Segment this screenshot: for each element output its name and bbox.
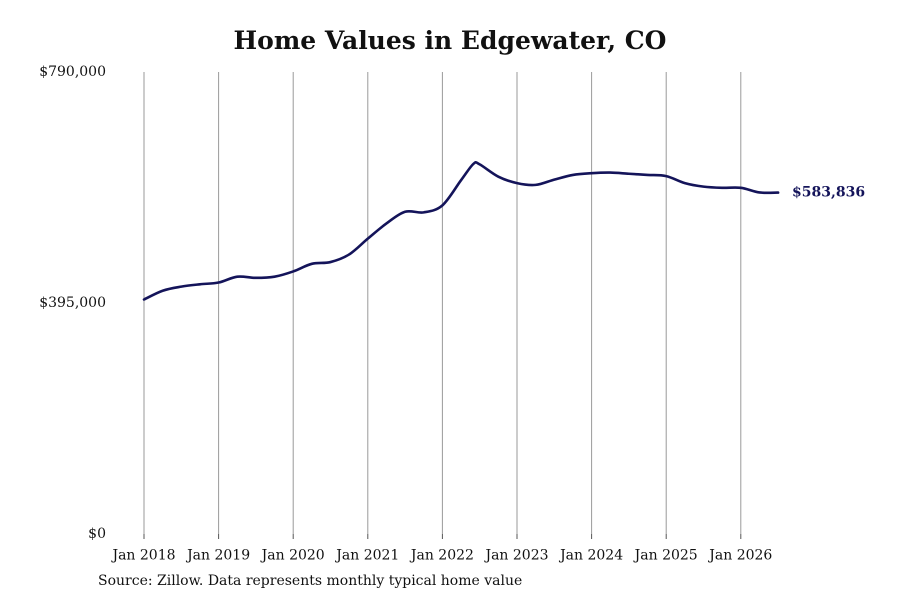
end-label-group: $583,836 xyxy=(792,185,865,201)
y-axis-tick-labels: $0 $395,000 $790,000 xyxy=(39,64,106,542)
x-tick-label: Jan 2026 xyxy=(707,548,772,564)
x-tick-label: Jan 2022 xyxy=(409,548,474,564)
x-tick-label: Jan 2019 xyxy=(185,548,250,564)
chart-source-note: Source: Zillow. Data represents monthly … xyxy=(98,573,523,589)
x-tick-label: Jan 2020 xyxy=(260,548,325,564)
series-line xyxy=(142,160,780,301)
series-line-group xyxy=(142,160,780,301)
x-tick-label: Jan 2023 xyxy=(483,548,548,564)
x-tick-label: Jan 2021 xyxy=(334,548,399,564)
y-tick-label: $790,000 xyxy=(39,64,106,80)
x-axis-tick-labels: Jan 2018 Jan 2019 Jan 2020 Jan 2021 Jan 2022… xyxy=(110,548,772,564)
x-tick-label: Jan 2024 xyxy=(558,548,623,564)
chart-title: Home Values in Edgewater, CO xyxy=(233,26,667,55)
x-tick-label: Jan 2018 xyxy=(110,548,175,564)
x-tick-label: Jan 2025 xyxy=(633,548,698,564)
end-value-label: $583,836 xyxy=(792,185,865,201)
y-tick-label: $395,000 xyxy=(39,295,106,311)
y-tick-label: $0 xyxy=(88,526,106,542)
vertical-gridlines xyxy=(143,72,742,539)
